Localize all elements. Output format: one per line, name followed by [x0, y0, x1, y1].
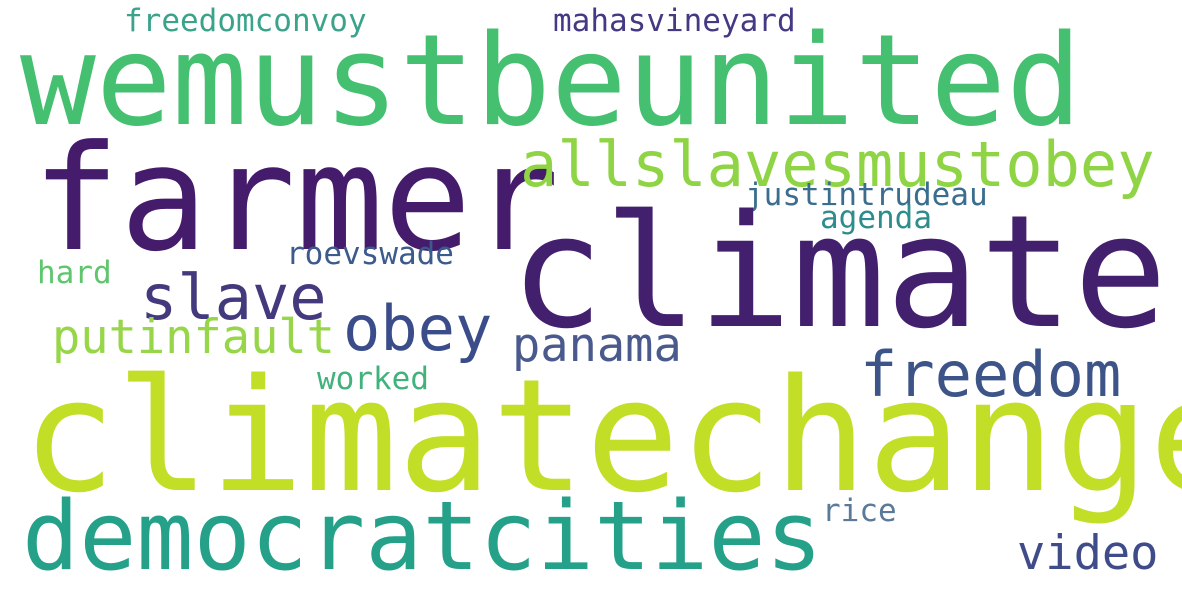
- word-rice: rice: [822, 493, 897, 529]
- word-farmer: farmer: [32, 114, 560, 284]
- word-climatechange: climatechange: [22, 345, 1182, 527]
- word-hard: hard: [37, 255, 112, 291]
- word-panama: panama: [512, 318, 682, 373]
- word-allslavesmustobey: allslavesmustobey: [520, 128, 1155, 201]
- word-video: video: [1017, 526, 1159, 581]
- word-justintrudeau: justintrudeau: [745, 177, 988, 213]
- word-climate: climate: [510, 181, 1168, 363]
- word-mahasvineyard: mahasvineyard: [553, 3, 796, 39]
- word-democratcities: democratcities: [22, 482, 823, 592]
- word-putinfault: putinfault: [52, 310, 335, 365]
- word-worked: worked: [317, 361, 429, 397]
- word-agenda: agenda: [820, 200, 932, 236]
- word-obey: obey: [343, 292, 493, 365]
- word-freedom: freedom: [860, 338, 1122, 411]
- word-slave: slave: [140, 261, 327, 334]
- word-roevswade: roevswade: [286, 236, 454, 272]
- word-wemustbeunited: wemustbeunited: [20, 7, 1083, 154]
- word-freedomconvoy: freedomconvoy: [124, 3, 367, 39]
